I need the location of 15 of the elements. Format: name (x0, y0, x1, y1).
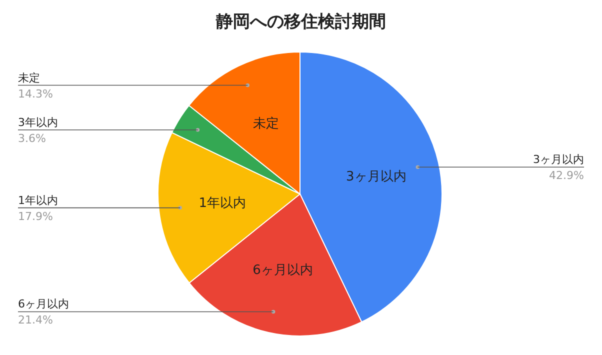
slice-label: 1年以内 (18, 194, 58, 207)
slice-label: 3ヶ月以内 (346, 170, 406, 185)
slice-label: 1年以内 (198, 196, 246, 211)
slice-label: 6ヶ月以内 (252, 263, 313, 278)
chart-title: 静岡への移住検討期間 (215, 12, 386, 32)
data-label: 3.6% (18, 132, 46, 145)
data-label: 42.9% (549, 169, 584, 182)
slice-label: 未定 (18, 71, 40, 84)
slice-label: 6ヶ月以内 (18, 298, 69, 311)
slice-label: 未定 (253, 116, 280, 132)
data-label: 14.3% (18, 87, 53, 100)
data-label: 17.9% (18, 210, 53, 223)
slice-label: 3年以内 (18, 116, 58, 129)
data-label: 21.4% (18, 314, 53, 327)
slice-label: 3ヶ月以内 (533, 153, 584, 166)
